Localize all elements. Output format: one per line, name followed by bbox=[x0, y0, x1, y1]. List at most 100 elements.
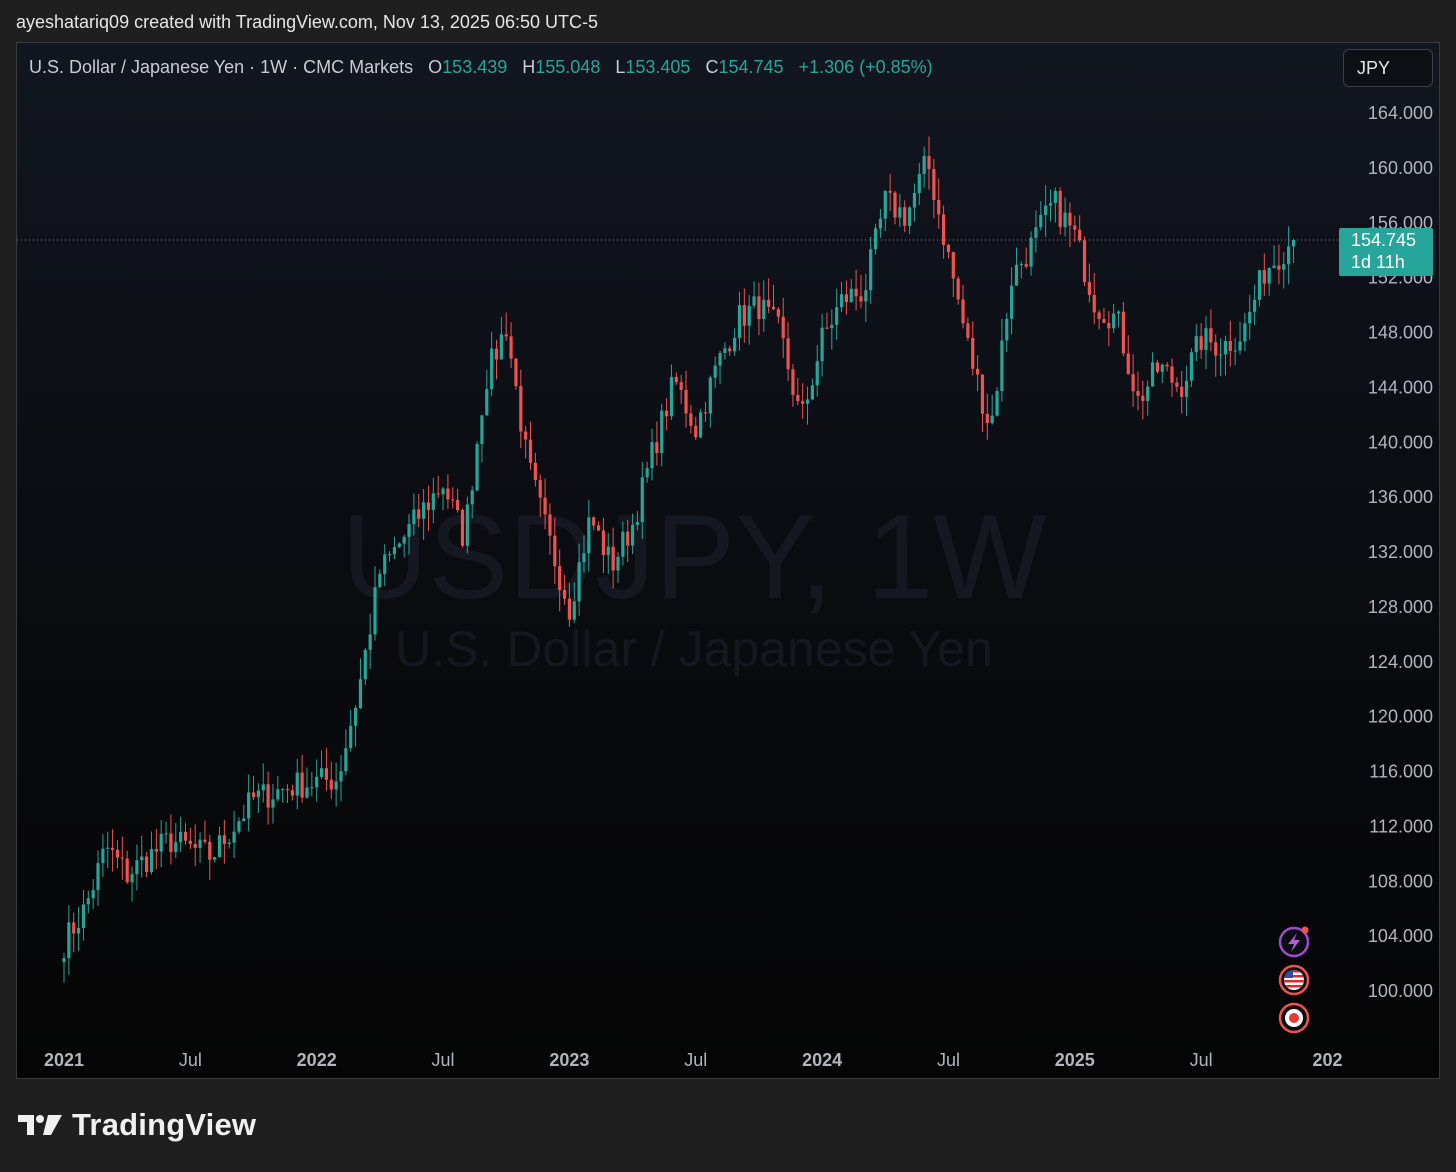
candle-body bbox=[995, 391, 999, 416]
candle-body bbox=[596, 525, 601, 531]
candle-body bbox=[222, 835, 226, 844]
candle-body bbox=[446, 488, 450, 500]
candle-body bbox=[1282, 264, 1286, 270]
candle-body bbox=[1048, 203, 1053, 206]
candle-body bbox=[548, 514, 552, 536]
candle-body bbox=[383, 554, 387, 574]
chart-panel[interactable]: USDJPY, 1W U.S. Dollar / Japanese Yen 16… bbox=[16, 42, 1440, 1079]
candle-body bbox=[1199, 336, 1203, 350]
candle-body bbox=[485, 389, 489, 416]
candle-body bbox=[154, 849, 158, 852]
candle-body bbox=[422, 502, 426, 519]
candle-body bbox=[451, 499, 455, 501]
candle-body bbox=[490, 348, 494, 390]
tradingview-logo[interactable]: TradingView bbox=[18, 1107, 256, 1143]
candle-body bbox=[213, 857, 217, 860]
candle-body bbox=[762, 299, 766, 320]
price-tick-label: 116.000 bbox=[1369, 762, 1433, 782]
candle-body bbox=[145, 856, 149, 873]
lightning-icon[interactable] bbox=[1278, 926, 1310, 958]
record-icon[interactable] bbox=[1278, 1002, 1310, 1034]
candle-body bbox=[1262, 270, 1266, 284]
candle-body bbox=[1228, 341, 1232, 351]
candle-body bbox=[1000, 340, 1004, 392]
candle-body bbox=[509, 336, 513, 359]
candle-body bbox=[499, 334, 503, 360]
candle-body bbox=[110, 847, 115, 850]
candle-body bbox=[752, 296, 756, 306]
price-tick-label: 144.000 bbox=[1368, 377, 1433, 397]
candle-body bbox=[1039, 214, 1043, 228]
candle-body bbox=[1044, 205, 1048, 215]
candle-body bbox=[1136, 391, 1140, 396]
candle-body bbox=[587, 517, 591, 554]
candle-body bbox=[465, 504, 469, 546]
close-value: 154.745 bbox=[718, 57, 784, 77]
candle-body bbox=[844, 294, 848, 303]
candle-body bbox=[1253, 299, 1257, 312]
candle-body bbox=[830, 324, 834, 329]
candle-body bbox=[941, 214, 946, 245]
ohlc-legend: U.S. Dollar / Japanese Yen · 1W · CMC Ma… bbox=[29, 57, 933, 78]
candle-body bbox=[854, 288, 858, 297]
currency-button[interactable]: JPY bbox=[1343, 49, 1433, 87]
candle-body bbox=[543, 497, 547, 515]
candle-body bbox=[893, 192, 897, 218]
time-tick-label: 2024 bbox=[802, 1050, 842, 1070]
candle-body bbox=[266, 784, 270, 808]
candle-body bbox=[878, 218, 883, 229]
candle-body bbox=[669, 376, 674, 417]
price-axis: 164.000160.000156.000152.000148.000144.0… bbox=[1368, 103, 1433, 1001]
candle-body bbox=[703, 412, 708, 414]
candle-body bbox=[1155, 362, 1160, 372]
candle-body bbox=[339, 771, 343, 782]
candle-body bbox=[494, 348, 499, 360]
candle-body bbox=[771, 306, 776, 310]
candle-body bbox=[650, 442, 654, 469]
price-tick-label: 100.000 bbox=[1368, 981, 1433, 1001]
candle-body bbox=[971, 337, 975, 369]
candle-body bbox=[689, 413, 693, 426]
candle-body bbox=[1150, 362, 1155, 387]
candle-body bbox=[431, 493, 435, 510]
candle-body bbox=[1184, 380, 1189, 397]
time-tick-label: Jul bbox=[432, 1050, 455, 1070]
open-value: 153.439 bbox=[442, 57, 508, 77]
bar-countdown: 1d 11h bbox=[1351, 252, 1405, 272]
candle-body bbox=[417, 509, 421, 519]
candle-body bbox=[810, 385, 814, 400]
candle-body bbox=[441, 488, 445, 495]
candle-body bbox=[742, 305, 746, 326]
tradingview-brand: TradingView bbox=[72, 1107, 257, 1142]
symbol-title[interactable]: U.S. Dollar / Japanese Yen · 1W · CMC Ma… bbox=[29, 57, 414, 77]
candle-body bbox=[368, 634, 372, 650]
candle-body bbox=[310, 787, 314, 789]
time-tick-label: 2025 bbox=[1055, 1050, 1095, 1070]
candle-body bbox=[873, 228, 878, 250]
candle-body bbox=[334, 781, 338, 790]
candle-body bbox=[1005, 318, 1009, 341]
candle-body bbox=[169, 833, 173, 853]
candle-body bbox=[281, 789, 285, 791]
close-label: C bbox=[705, 57, 719, 77]
price-chart[interactable]: USDJPY, 1W U.S. Dollar / Japanese Yen 16… bbox=[17, 43, 1440, 1079]
time-tick-label: 2021 bbox=[44, 1050, 84, 1070]
candle-body bbox=[315, 776, 319, 788]
candle-body bbox=[402, 536, 406, 544]
time-axis: 2021 Jul 2022 Jul 2023 Jul 2024 Jul 2025 Jul 202 bbox=[44, 1050, 1343, 1070]
candle-body bbox=[757, 296, 761, 320]
candle-body bbox=[329, 779, 333, 790]
candle-body bbox=[1029, 237, 1033, 267]
candle-body bbox=[767, 299, 771, 307]
candle-body bbox=[611, 546, 615, 571]
candle-body bbox=[106, 847, 110, 849]
time-tick-label: 2022 bbox=[297, 1050, 337, 1070]
candle-body bbox=[378, 573, 382, 588]
candle-body bbox=[208, 841, 212, 860]
price-tick-label: 140.000 bbox=[1368, 432, 1433, 452]
candle-body bbox=[1194, 336, 1198, 353]
us-flag-icon[interactable] bbox=[1278, 964, 1310, 996]
candle-body bbox=[290, 790, 295, 796]
candle-body bbox=[81, 904, 86, 928]
candle-body bbox=[553, 535, 557, 567]
